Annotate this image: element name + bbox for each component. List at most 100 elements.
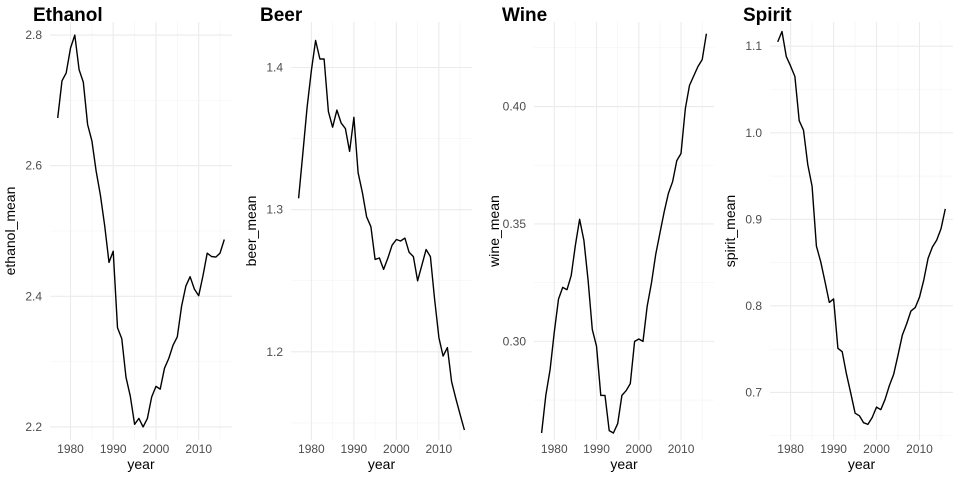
data-point: [816, 245, 818, 247]
data-point: [880, 409, 882, 411]
data-point: [302, 152, 304, 154]
x-tick-label: 1980: [57, 442, 84, 456]
x-tick-label: 2000: [383, 442, 410, 456]
data-point: [596, 345, 598, 347]
data-point: [134, 424, 136, 426]
data-point: [625, 390, 627, 392]
x-tick-label: 1990: [341, 442, 368, 456]
data-point: [112, 250, 114, 252]
data-point: [790, 65, 792, 67]
x-tick-label: 2000: [863, 442, 890, 456]
data-point: [340, 122, 342, 124]
data-point: [906, 323, 908, 325]
data-point: [558, 298, 560, 300]
data-point: [151, 396, 153, 398]
data-point: [630, 383, 632, 385]
data-point: [884, 399, 886, 401]
data-point: [417, 280, 419, 282]
data-point: [147, 418, 149, 420]
data-point: [455, 398, 457, 400]
data-point: [781, 31, 783, 33]
x-tick-label: 1990: [583, 442, 610, 456]
data-point: [181, 305, 183, 307]
y-tick-label: 0.9: [745, 212, 762, 226]
data-point: [701, 59, 703, 61]
y-tick-label: 1.2: [266, 345, 283, 359]
data-point: [863, 422, 865, 424]
data-point: [323, 58, 325, 60]
data-point: [319, 58, 321, 60]
data-point: [215, 256, 217, 258]
y-tick-label: 0.8: [745, 299, 762, 313]
data-point: [464, 429, 466, 431]
data-point: [349, 151, 351, 153]
data-point: [219, 252, 221, 254]
data-point: [421, 264, 423, 266]
data-point: [833, 298, 835, 300]
data-point: [142, 426, 144, 428]
data-point: [566, 289, 568, 291]
data-point: [459, 414, 461, 416]
data-point: [668, 193, 670, 195]
data-point: [545, 395, 547, 397]
data-point: [634, 341, 636, 343]
data-point: [108, 262, 110, 264]
data-point: [125, 377, 127, 379]
data-point: [104, 225, 106, 227]
data-point: [936, 239, 938, 241]
data-point: [697, 66, 699, 68]
data-point: [451, 381, 453, 383]
data-point: [164, 367, 166, 369]
data-point: [332, 126, 334, 128]
data-point: [408, 252, 410, 254]
y-axis-title: beer_mean: [243, 196, 259, 267]
x-tick-label: 2000: [625, 442, 652, 456]
x-axis-title: year: [610, 456, 638, 472]
data-point: [91, 140, 93, 142]
data-point: [83, 81, 85, 83]
data-point: [786, 56, 788, 58]
data-point: [663, 211, 665, 213]
data-point: [794, 76, 796, 78]
data-point: [902, 334, 904, 336]
data-point: [646, 305, 648, 307]
data-point: [600, 395, 602, 397]
data-point: [298, 197, 300, 199]
y-tick-label: 1.3: [266, 203, 283, 217]
data-point: [919, 296, 921, 298]
data-point: [328, 111, 330, 113]
data-point: [370, 226, 372, 228]
data-point: [447, 347, 449, 349]
panel-title: Wine: [502, 5, 547, 26]
data-point: [155, 386, 157, 388]
data-point: [315, 40, 317, 42]
data-point: [159, 388, 161, 390]
y-tick-label: 0.40: [503, 100, 527, 114]
data-point: [706, 33, 708, 35]
data-point: [198, 295, 200, 297]
data-point: [121, 338, 123, 340]
data-point: [914, 307, 916, 309]
data-point: [396, 239, 398, 241]
panel-title: Beer: [260, 5, 303, 26]
data-point: [811, 186, 813, 188]
data-point: [651, 282, 653, 284]
data-point: [617, 423, 619, 425]
data-point: [353, 116, 355, 118]
data-point: [889, 385, 891, 387]
data-point: [803, 129, 805, 131]
data-point: [168, 358, 170, 360]
data-point: [549, 369, 551, 371]
data-point: [70, 47, 72, 49]
data-point: [61, 80, 63, 82]
data-point: [206, 252, 208, 254]
data-point: [562, 287, 564, 289]
data-point: [777, 41, 779, 43]
x-axis-title: year: [848, 456, 876, 472]
y-axis-title: wine_mean: [486, 195, 502, 268]
y-tick-label: 2.8: [25, 28, 42, 42]
data-point: [383, 269, 385, 271]
beer-series-line: [297, 39, 466, 431]
data-point: [185, 285, 187, 287]
